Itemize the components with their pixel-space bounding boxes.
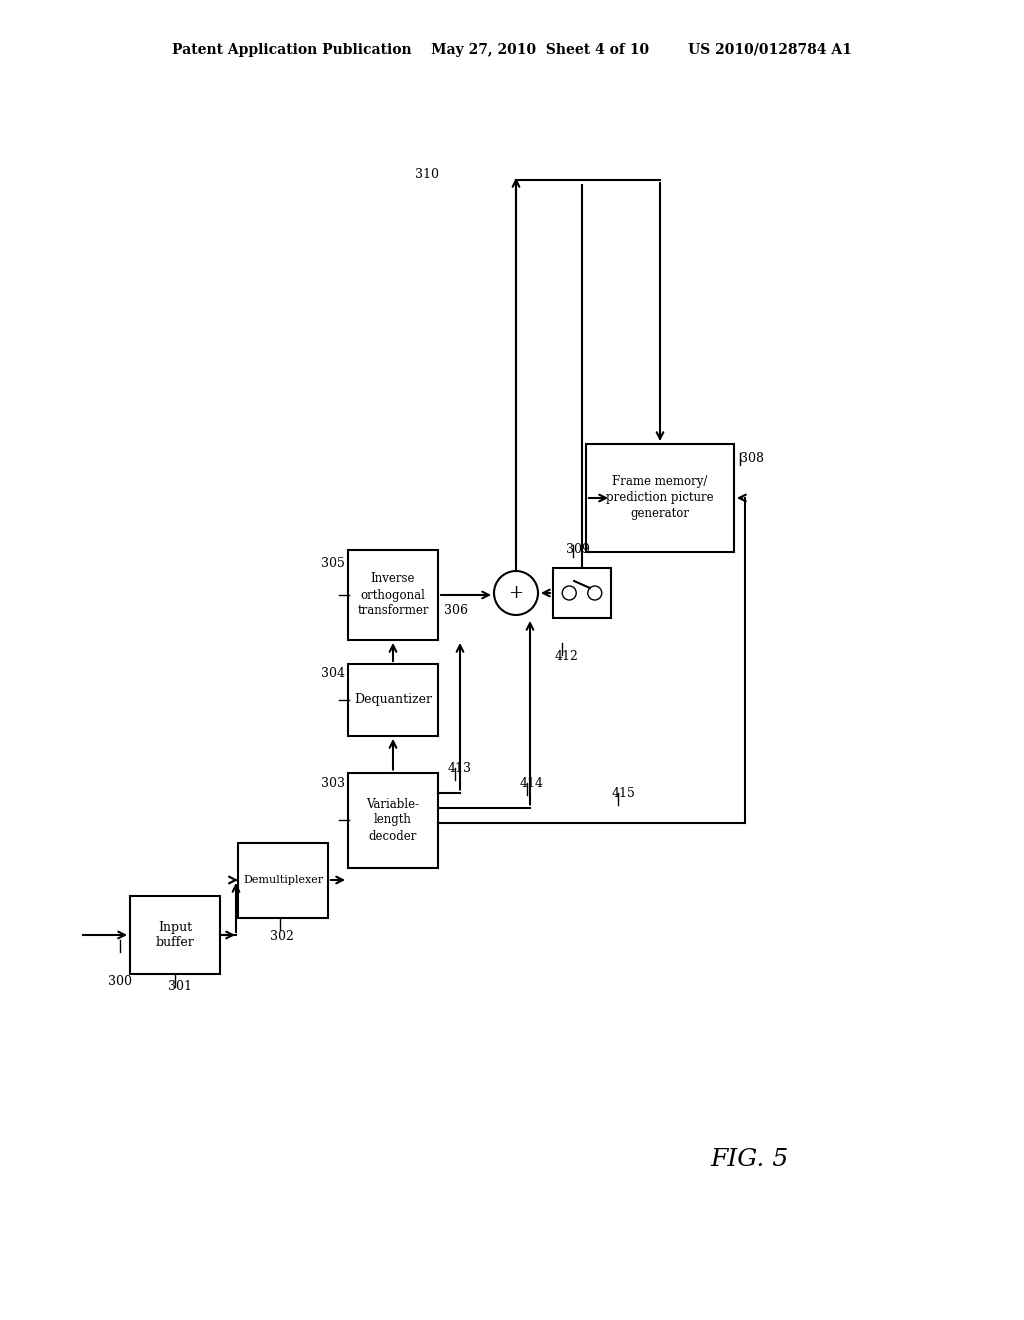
FancyBboxPatch shape <box>130 896 220 974</box>
FancyBboxPatch shape <box>348 550 438 640</box>
Text: 310: 310 <box>415 169 439 181</box>
Text: Frame memory/
prediction picture
generator: Frame memory/ prediction picture generat… <box>606 475 714 520</box>
Text: 303: 303 <box>321 777 345 789</box>
FancyBboxPatch shape <box>553 568 611 618</box>
Text: 308: 308 <box>740 451 764 465</box>
Text: Inverse
orthogonal
transformer: Inverse orthogonal transformer <box>357 573 429 618</box>
Text: 300: 300 <box>108 975 132 987</box>
Text: 412: 412 <box>555 649 579 663</box>
Text: Variable-
length
decoder: Variable- length decoder <box>367 797 420 842</box>
Text: 306: 306 <box>444 603 468 616</box>
FancyBboxPatch shape <box>348 772 438 867</box>
Text: +: + <box>509 583 523 602</box>
Text: 301: 301 <box>168 979 193 993</box>
FancyBboxPatch shape <box>348 664 438 737</box>
Text: 305: 305 <box>322 557 345 570</box>
Circle shape <box>494 572 538 615</box>
Text: Input
buffer: Input buffer <box>156 920 195 949</box>
Text: 413: 413 <box>449 762 472 775</box>
Text: Demultiplexer: Demultiplexer <box>243 875 323 884</box>
Text: 304: 304 <box>321 667 345 680</box>
Text: 414: 414 <box>520 777 544 789</box>
Text: 302: 302 <box>270 931 294 942</box>
Text: 415: 415 <box>612 787 636 800</box>
Text: Dequantizer: Dequantizer <box>354 693 432 706</box>
FancyBboxPatch shape <box>238 842 328 917</box>
Text: 309: 309 <box>566 543 590 556</box>
Text: FIG. 5: FIG. 5 <box>711 1148 790 1172</box>
Circle shape <box>588 586 602 601</box>
Circle shape <box>562 586 577 601</box>
Text: Patent Application Publication    May 27, 2010  Sheet 4 of 10        US 2010/012: Patent Application Publication May 27, 2… <box>172 44 852 57</box>
FancyBboxPatch shape <box>586 444 734 552</box>
